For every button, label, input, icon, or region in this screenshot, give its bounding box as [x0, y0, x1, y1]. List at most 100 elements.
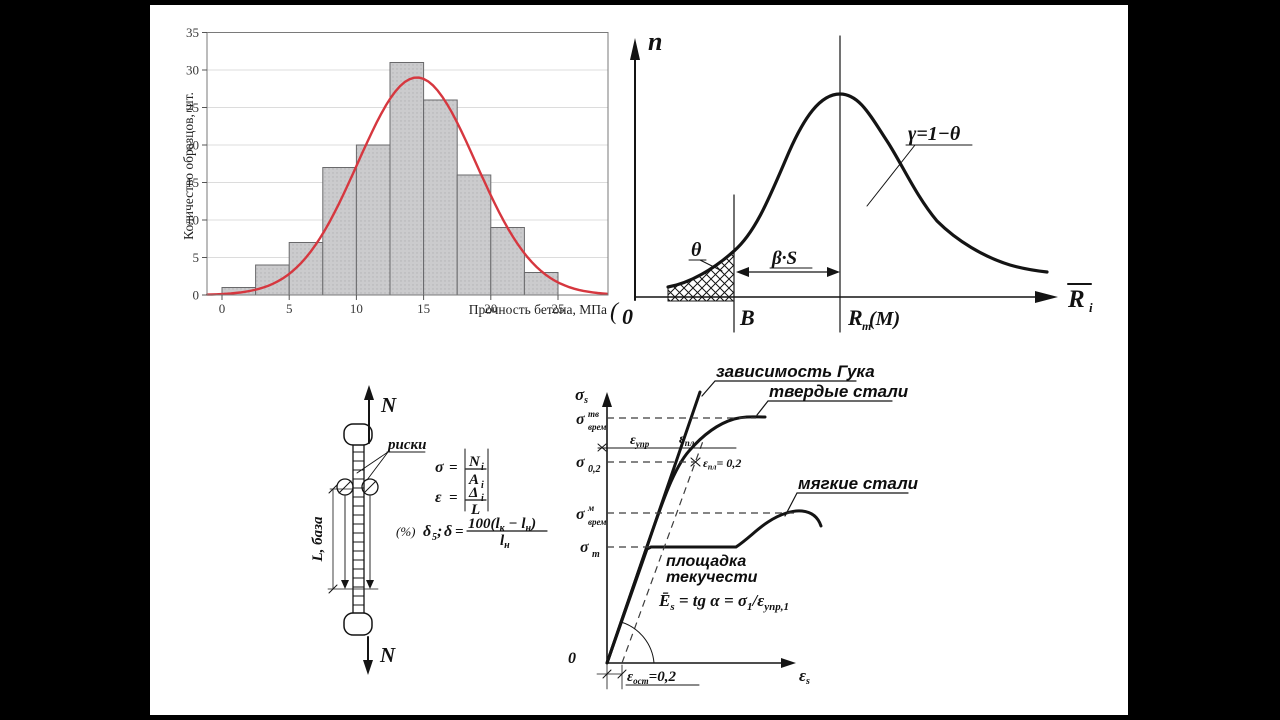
top-force-arrowhead [364, 385, 374, 400]
rm-subscript: m [862, 319, 871, 333]
y-tick-label: 30 [186, 63, 199, 78]
gauge-inner-lines [344, 495, 371, 584]
offset-intersection-cross [690, 457, 701, 467]
plot-frame [206, 32, 609, 296]
soft-steel-label: мягкие стали [798, 474, 919, 493]
sigma-m-sup: м [587, 503, 594, 513]
gauge-inner-arrowhead-left [341, 580, 349, 589]
bell-curve [666, 92, 1049, 289]
gamma-label: γ=1−θ [908, 123, 961, 145]
histogram-bar [389, 62, 425, 296]
bottom-force-label: N [379, 643, 396, 667]
r-axis-subscript: i [1089, 300, 1093, 315]
histogram-bar [322, 167, 357, 296]
sigma-tv-sup: тв [588, 409, 599, 419]
gauge-length-label: L, база [310, 516, 326, 563]
hooke-leader [701, 380, 857, 397]
gauge-mark-left [336, 478, 354, 496]
specimen-diagram: N риски L, база N σ = N i A i ε = [310, 385, 548, 675]
elong-formula-d1-sub: 5 [432, 532, 437, 543]
strain-formula-eq: = [449, 490, 458, 506]
beta-s-right-arrowhead [827, 267, 840, 277]
strain-formula-num: Δ [468, 485, 478, 501]
histogram-bar [255, 264, 290, 296]
theta-label: θ [691, 239, 702, 261]
strain-formula-lhs: ε [435, 489, 442, 506]
stress-formula-num: N [468, 454, 481, 470]
elong-formula-denominator: lн [500, 533, 510, 551]
stress-origin-label: 0 [568, 650, 576, 667]
gamma-leader [866, 144, 973, 207]
y-tick-label: 15 [186, 175, 199, 190]
x-tick-label: 10 [350, 301, 363, 316]
sigma-02-sub: 0,2 [588, 464, 601, 475]
elong-formula-semi: ; [437, 523, 442, 540]
formula-vertical-rules [464, 448, 489, 512]
histogram-x-axis-title: Прочность бетона, МПа [469, 302, 607, 317]
histogram-bar [355, 144, 391, 296]
y-tick-label: 20 [186, 138, 199, 153]
soft-steel-leader [784, 492, 909, 517]
theta-leader [688, 259, 723, 272]
specimen-shaft [352, 444, 365, 614]
sigma-axis-label: σs [575, 385, 588, 406]
marks-label: риски [386, 437, 426, 453]
alpha-angle-arc [620, 621, 655, 664]
x-tick-label: 5 [286, 301, 293, 316]
hard-steel-label: твердые стали [769, 382, 909, 401]
n-axis-label: n [648, 27, 662, 56]
histogram-bar [456, 174, 492, 296]
y-tick-label: 5 [193, 250, 200, 265]
bottom-grip-head [343, 612, 373, 636]
distribution-diagram: n R i 0 B R m (M) β·S θ γ=1−θ [622, 27, 1093, 333]
y-tick-label: 0 [193, 288, 200, 303]
gauge-mark-slashes [338, 480, 377, 494]
elong-formula-prefix: (%) [396, 524, 416, 539]
histogram-y-axis-title: Количество образцов, шт. [181, 92, 196, 240]
sigma-t-base: σ [580, 539, 589, 556]
y-axis-arrowhead [630, 38, 640, 60]
strain-formula-num-sub: i [481, 493, 484, 504]
rm-paren: (M) [869, 308, 900, 330]
sigma-m-base: σ [576, 506, 585, 523]
sigma-02-base: σ [576, 454, 585, 471]
sigma-tv-base: σ [576, 411, 585, 428]
histogram-bar [490, 227, 525, 296]
slide-canvas [150, 5, 1128, 715]
hard-steel-leader [756, 400, 893, 416]
stress-formula-eq: = [449, 460, 458, 476]
top-force-label: N [380, 393, 397, 417]
eps-ost-label: εост=0,2 [627, 669, 676, 686]
eps-axis-label: εs [799, 666, 810, 687]
x-tick-label: 20 [484, 301, 497, 316]
stress-formula-lhs: σ [435, 459, 444, 476]
origin-label: 0 [622, 304, 633, 329]
hard-steel-curve [605, 415, 767, 665]
bottom-force-arrowhead [363, 660, 373, 675]
stress-formula-num-sub: i [481, 462, 484, 473]
eps-ost-dimension-lines [596, 664, 623, 690]
x-axis-arrowhead [1035, 291, 1058, 303]
y-tick-label: 35 [186, 25, 199, 40]
offset-dashed-line [621, 440, 704, 664]
histogram-bar [423, 99, 458, 296]
histogram-chart: 0 5 10 15 20 25 0 5 10 15 20 25 30 35 Количество обра… [181, 25, 620, 325]
soft-steel-curve [605, 509, 823, 665]
specimen-shaft-rungs [352, 451, 365, 606]
sigma-m-sub: врем [588, 517, 606, 527]
specimen-formulas: σ = N i A i ε = Δ i L (%) δ 5 ; δ = 100(… [396, 448, 548, 551]
eps-upr-label: εупр [630, 433, 650, 449]
stress-formula-den: A [468, 472, 479, 488]
stress-strain-diagram: σs εs 0 εупр εпл εпл= 0,2 σ тв врем σ 0,… [568, 362, 919, 690]
histogram-bar [523, 272, 559, 296]
stress-formula-den-sub: i [481, 480, 484, 491]
gauge-dimension-ticks [328, 484, 338, 594]
x-tick-label: 25 [552, 301, 565, 316]
rm-label: R [847, 305, 863, 330]
histogram-plot: 0 5 10 15 20 25 0 5 10 15 20 25 30 35 [186, 25, 609, 316]
hooke-label: зависимость Гука [716, 362, 875, 381]
marks-leader [356, 451, 426, 481]
beta-s-label: β·S [771, 248, 797, 269]
beta-s-left-arrowhead [736, 267, 749, 277]
